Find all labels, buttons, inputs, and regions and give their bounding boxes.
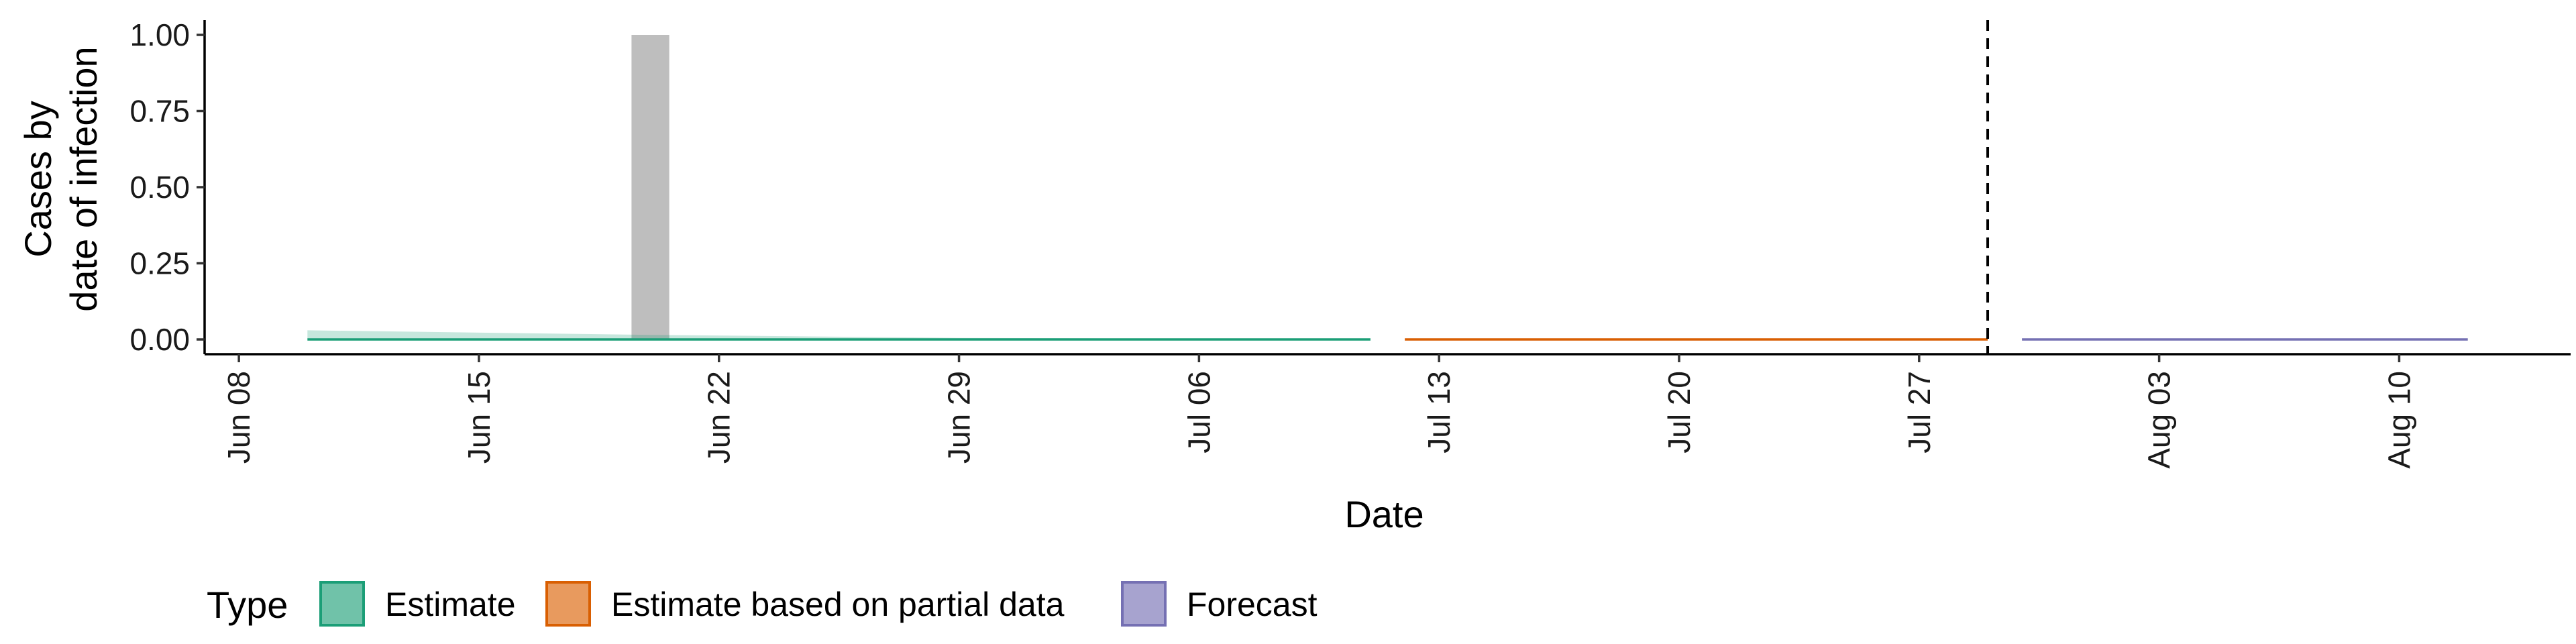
x-ticks: Jun 08 Jun 15 Jun 22 Jun 29 Jul 06 Jul 13 Jul …: [221, 354, 2416, 469]
x-tick-label: Jun 29: [942, 371, 977, 464]
legend-label: Forecast: [1187, 586, 1318, 623]
legend-items: Estimate Estimate based on partial data Fo…: [319, 581, 1318, 627]
y-tick-label: 0.50: [129, 170, 190, 205]
x-tick-label: Jul 06: [1181, 371, 1216, 453]
observed-bar: [631, 35, 669, 339]
x-tick-label: Jun 08: [221, 371, 256, 464]
series-ribbon: [307, 330, 1371, 339]
legend-swatch: [545, 581, 591, 627]
x-tick-label: Aug 10: [2381, 371, 2416, 469]
series-ribbons: [307, 330, 2468, 341]
legend: Type Estimate Estimate based on partial d…: [207, 581, 1318, 627]
x-tick-label: Jul 13: [1421, 371, 1456, 453]
y-axis-title-line-1: Cases by: [17, 101, 59, 257]
x-axis-title: Date: [1344, 493, 1424, 535]
legend-label: Estimate: [385, 586, 516, 623]
y-tick-label: 0.00: [129, 322, 190, 357]
x-tick-label: Jul 20: [1662, 371, 1697, 453]
x-tick-label: Aug 03: [2142, 371, 2177, 469]
legend-swatch: [319, 581, 365, 627]
y-tick-label: 0.25: [129, 246, 190, 281]
observed-bars: [631, 35, 669, 339]
y-tick-label: 1.00: [129, 17, 190, 52]
x-tick-label: Jun 22: [702, 371, 737, 464]
y-ticks: 0.00 0.25 0.50 0.75 1.00: [129, 17, 205, 357]
y-tick-label: 0.75: [129, 94, 190, 129]
x-tick-label: Jul 27: [1902, 371, 1937, 453]
x-tick-label: Jun 15: [462, 371, 496, 464]
legend-label: Estimate based on partial data: [611, 586, 1065, 623]
y-axis-title-line-2: date of infection: [62, 46, 105, 311]
y-axis-title: Cases by date of infection: [17, 46, 105, 311]
axes: 0.000.250.500.751.00 Jun 08 Jun 15 Jun 22 J…: [129, 17, 2571, 469]
legend-swatch: [1121, 581, 1167, 627]
legend-title: Type: [207, 584, 288, 626]
